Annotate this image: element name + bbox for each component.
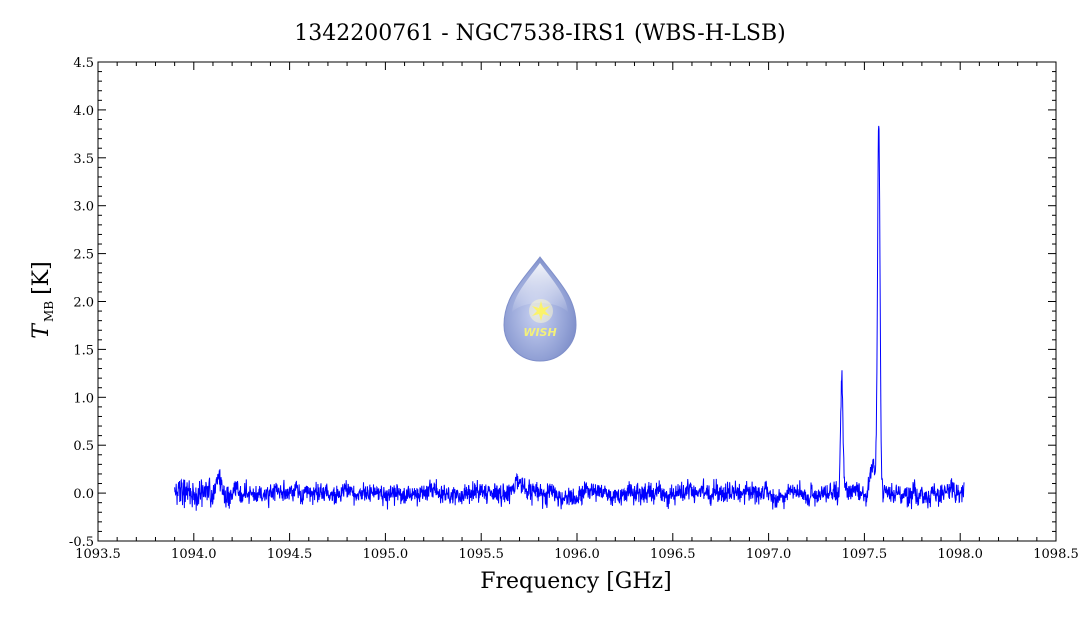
chart-marks <box>174 125 965 511</box>
x-tick-label: 1097.0 <box>746 547 792 562</box>
y-axis-label-unit: [K] <box>29 261 54 295</box>
logo-text: WISH <box>523 326 556 339</box>
x-tick-label: 1095.5 <box>458 547 504 562</box>
chart-axes: 1093.5 1094.0 1094.5 1095.0 1095.5 1096.0 1096… <box>69 56 1079 562</box>
drop-highlight <box>512 263 568 312</box>
y-axis-label-symbol: T <box>29 322 54 339</box>
y-tick-label: 3.5 <box>73 152 94 167</box>
y-tick-label: 4.5 <box>73 56 94 71</box>
x-tick-label: 1094.0 <box>171 547 217 562</box>
x-tick-label: 1095.0 <box>363 547 409 562</box>
y-tick-label: 2.5 <box>73 248 94 263</box>
y-tick-label: 2.0 <box>73 296 94 311</box>
svg-text:TMB[K]: TMB [K] <box>29 261 56 338</box>
spectrum-series-line <box>174 125 965 511</box>
y-tick-label: 3.0 <box>73 200 94 215</box>
chart-title: 1342200761 - NGC7538-IRS1 (WBS-H-LSB) <box>294 21 786 46</box>
star-icon <box>532 301 550 321</box>
y-tick-label: 0.5 <box>73 439 94 454</box>
y-axis-label-subscript: MB <box>42 301 56 322</box>
x-tick-label: 1097.5 <box>842 547 888 562</box>
y-tick-label: -0.5 <box>69 535 94 550</box>
y-tick-label: 1.5 <box>73 343 94 358</box>
x-tick-label: 1096.0 <box>554 547 600 562</box>
plot-frame <box>97 61 1057 542</box>
wish-logo: WISH <box>503 256 577 362</box>
x-axis-label: Frequency [GHz] <box>480 569 672 594</box>
x-tick-label: 1094.5 <box>267 547 313 562</box>
y-tick-label: 0.0 <box>73 487 94 502</box>
y-axis-label: TMB [K] <box>29 261 56 338</box>
y-tick-label: 4.0 <box>73 104 94 119</box>
x-tick-label: 1098.0 <box>937 547 983 562</box>
x-tick-label: 1096.5 <box>650 547 696 562</box>
y-tick-label: 1.0 <box>73 391 94 406</box>
x-tick-label: 1098.5 <box>1033 547 1079 562</box>
x-tick-label: 1093.5 <box>75 547 121 562</box>
